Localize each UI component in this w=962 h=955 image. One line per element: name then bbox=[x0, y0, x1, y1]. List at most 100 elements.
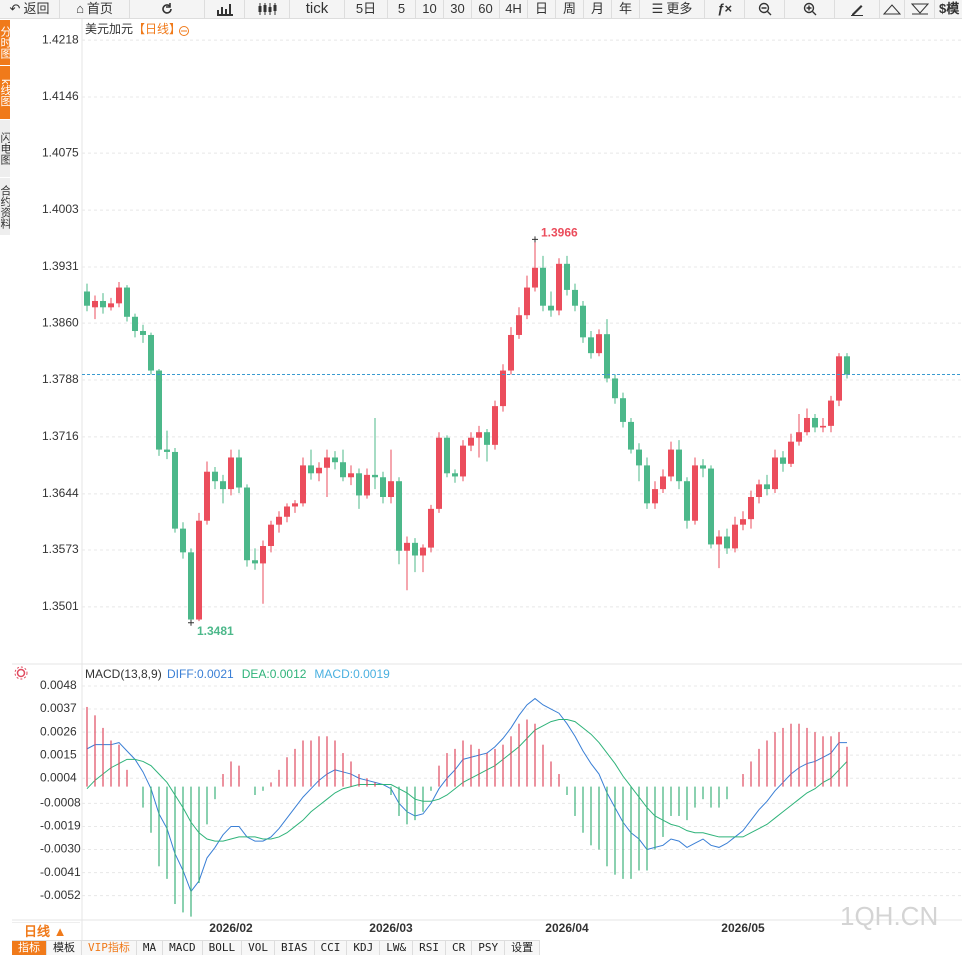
indicator-tab[interactable]: 指标 bbox=[12, 941, 47, 955]
macd-line bbox=[86, 719, 848, 842]
indicator-tab[interactable]: CCI bbox=[315, 941, 348, 955]
indicator-tab[interactable]: BIAS bbox=[275, 941, 315, 955]
indicator-tab[interactable]: BOLL bbox=[203, 941, 243, 955]
y-tick-label: -0.0008 bbox=[40, 796, 81, 810]
y-tick-label: 1.4146 bbox=[42, 89, 79, 103]
candle-body bbox=[636, 449, 642, 466]
candle-body bbox=[580, 305, 586, 338]
y-tick-label: 1.3573 bbox=[42, 542, 79, 556]
y-tick-label: 1.3716 bbox=[42, 429, 79, 443]
home-button[interactable]: ⌂ 首页 bbox=[60, 0, 130, 18]
indicator-tab[interactable]: MA bbox=[137, 941, 164, 955]
candle-body bbox=[604, 334, 610, 379]
candle-body bbox=[764, 484, 770, 490]
indicator-tab[interactable]: RSI bbox=[413, 941, 446, 955]
candle-body bbox=[236, 457, 242, 488]
candle-button[interactable] bbox=[245, 0, 290, 18]
period-button[interactable]: 日 bbox=[528, 0, 556, 18]
candle-body bbox=[828, 400, 834, 426]
candle-body bbox=[796, 432, 802, 442]
collapse-icon[interactable] bbox=[179, 26, 189, 36]
candle-body bbox=[444, 437, 450, 474]
candle-body bbox=[324, 457, 330, 468]
candle-body bbox=[124, 287, 130, 317]
draw-button[interactable] bbox=[835, 0, 880, 18]
candle-body bbox=[724, 536, 730, 549]
period-button[interactable]: 月 bbox=[584, 0, 612, 18]
period-button[interactable]: tick bbox=[290, 0, 345, 18]
candle-body bbox=[556, 263, 562, 311]
triangle-down-button[interactable] bbox=[905, 0, 935, 18]
candle-body bbox=[212, 471, 218, 482]
candle-body bbox=[308, 465, 314, 474]
watermark: 1QH.CN bbox=[840, 901, 938, 931]
candle-body bbox=[196, 520, 202, 620]
candle-body bbox=[460, 445, 466, 477]
indicator-tab[interactable]: LW& bbox=[380, 941, 414, 955]
candle-body bbox=[188, 552, 194, 620]
formula-button[interactable]: ƒ× bbox=[705, 0, 745, 18]
period-button[interactable]: 年 bbox=[612, 0, 640, 18]
low-marker bbox=[188, 619, 194, 626]
candle-body bbox=[132, 316, 138, 332]
y-tick-label: 0.0037 bbox=[40, 701, 77, 715]
settings-icon[interactable] bbox=[14, 666, 28, 680]
candle-body bbox=[420, 547, 426, 556]
side-tab[interactable]: 合约资料 bbox=[0, 178, 10, 236]
candle-body bbox=[244, 487, 250, 561]
candle-body bbox=[452, 473, 458, 477]
candle-body bbox=[292, 503, 298, 507]
triangle-button[interactable] bbox=[880, 0, 905, 18]
y-tick-label: 1.3788 bbox=[42, 372, 79, 386]
period-button[interactable]: 60 bbox=[472, 0, 500, 18]
side-tab[interactable]: k线图 bbox=[0, 66, 10, 120]
period-button[interactable]: 30 bbox=[444, 0, 472, 18]
candle-body bbox=[372, 474, 378, 478]
template-button[interactable]: $模 bbox=[935, 0, 962, 18]
zoom-out-button[interactable] bbox=[745, 0, 785, 18]
candle-body bbox=[692, 465, 698, 521]
candle-body bbox=[92, 300, 98, 308]
candle-body bbox=[260, 546, 266, 564]
candle-body bbox=[516, 315, 522, 335]
candle-body bbox=[812, 417, 818, 428]
indicator-tab[interactable]: 设置 bbox=[505, 941, 541, 955]
y-tick-label: -0.0019 bbox=[40, 819, 81, 833]
refresh-button[interactable] bbox=[130, 0, 205, 18]
back-button[interactable]: ↶ 返回 bbox=[0, 0, 60, 18]
candle-body bbox=[596, 334, 602, 354]
y-tick-label: -0.0030 bbox=[40, 842, 81, 856]
indicator-tab[interactable]: MACD bbox=[163, 941, 203, 955]
candle-body bbox=[532, 267, 538, 288]
candle-body bbox=[500, 370, 506, 407]
period-button[interactable]: 周 bbox=[556, 0, 584, 18]
indicator-tab[interactable]: PSY bbox=[472, 941, 506, 955]
legend-entry: MACD:0.0019 bbox=[314, 667, 390, 681]
period-button[interactable]: 5 bbox=[388, 0, 416, 18]
indicator-tab[interactable]: VIP指标 bbox=[82, 941, 137, 955]
x-tick-label: 2026/02 bbox=[209, 921, 253, 935]
y-tick-label: -0.0052 bbox=[40, 888, 81, 902]
candle-body bbox=[220, 481, 226, 490]
candle-body bbox=[572, 289, 578, 306]
period-button[interactable]: 10 bbox=[416, 0, 444, 18]
y-tick-label: 1.4075 bbox=[42, 145, 79, 159]
indicator-tab[interactable]: KDJ bbox=[347, 941, 381, 955]
period-button[interactable]: 5日 bbox=[345, 0, 388, 18]
side-tab[interactable]: 闪电图 bbox=[0, 120, 10, 178]
indicator-tab[interactable]: 模板 bbox=[47, 941, 82, 955]
indicator-tab[interactable]: CR bbox=[446, 941, 473, 955]
more-button[interactable]: ☰ 更多 bbox=[640, 0, 705, 18]
period-selector[interactable]: 日线 ▲ bbox=[12, 922, 80, 939]
high-marker bbox=[532, 236, 538, 243]
bar-chart-button[interactable] bbox=[205, 0, 245, 18]
chart-title: 美元加元 bbox=[85, 22, 133, 36]
candle-body bbox=[388, 481, 394, 498]
candle-body bbox=[620, 398, 626, 422]
period-button[interactable]: 4H bbox=[500, 0, 528, 18]
indicator-tab[interactable]: VOL bbox=[242, 941, 275, 955]
zoom-in-button[interactable] bbox=[785, 0, 835, 18]
side-tab[interactable]: 分时图 bbox=[0, 20, 10, 66]
candle-body bbox=[316, 467, 322, 474]
